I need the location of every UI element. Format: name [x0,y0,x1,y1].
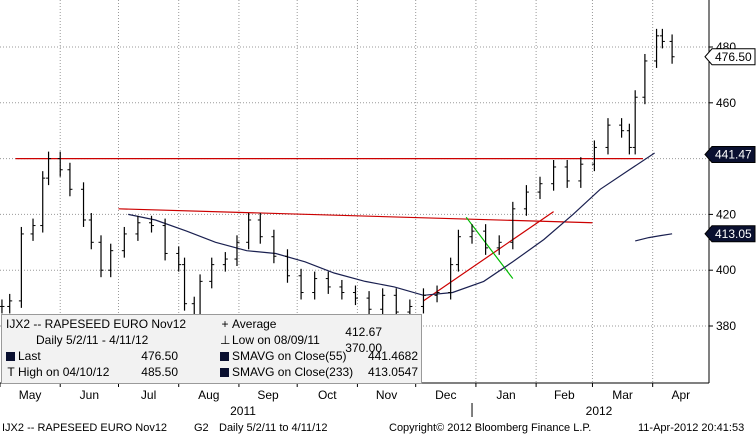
square-icon [220,368,229,377]
price-tag-label: 413.05 [715,227,752,241]
square-icon [220,352,229,361]
legend-high-label: T High on 04/10/12 [7,365,110,379]
trend-line [423,211,554,302]
y-tick-label: 460 [716,96,736,110]
x-tick-label: Feb [554,388,575,402]
legend-sma233-value: 413.0547 [367,365,418,379]
chart-legend: IJX2 -- RAPESEED EURO Nov12 Daily 5/2/11… [1,314,422,384]
price-tag-box [704,48,756,66]
y-tick-label: 400 [716,263,736,277]
year-label: 2011 [230,404,256,418]
x-tick-label: Jan [496,388,515,402]
footer-page: G2 [194,422,209,434]
y-tick-label: 380 [716,319,736,333]
average-marker-icon: + [221,317,229,331]
x-tick-label: Sep [257,388,279,402]
high-marker-icon: T [7,365,15,379]
legend-last-value: 476.50 [141,349,178,363]
trend-lines [15,158,643,302]
price-tag-label: 476.50 [715,50,752,64]
price-tag-box [704,225,756,243]
sma-line [635,233,673,242]
x-tick-label: Jun [80,388,99,402]
year-label: 2012 [586,404,613,418]
legend-sma233-label: SMAVG on Close(233) [220,365,353,380]
chart-footer: IJX2 -- RAPESEED EURO Nov12 G2 Daily 5/2… [0,419,756,436]
price-tag-box [704,145,756,163]
moving-averages [128,152,673,296]
legend-low-label: ⊥ Low on 08/09/11 [220,333,320,347]
price-tag-label: 441.47 [715,147,752,161]
trend-line [465,216,514,279]
legend-high-value: 485.50 [141,365,178,379]
price-tags: 476.50 441.47 413.05 [704,48,756,243]
legend-average-label: + Average [221,317,277,331]
x-tick-label: May [19,388,42,402]
legend-sma55-label: SMAVG on Close(55) [220,349,347,364]
legend-period: Daily 5/2/11 - 4/11/12 [36,333,149,347]
y-tick-label: 420 [716,207,736,221]
sma-line [128,152,655,296]
x-tick-label: Mar [612,388,633,402]
low-marker-icon: ⊥ [220,333,231,347]
legend-average-value: 412.67 [345,325,382,339]
price-bars [0,28,675,342]
footer-range: Daily 5/2/11 to 4/11/12 [219,422,328,434]
x-tick-label: Oct [318,388,337,402]
legend-last-label: Last [6,349,41,364]
legend-low-value: 370.00 [345,341,382,355]
x-tick-label: Jul [141,388,156,402]
x-tick-label: Dec [435,388,456,402]
footer-copyright: Copyright© 2012 Bloomberg Finance L.P. [389,422,592,434]
x-tick-label: Aug [198,388,219,402]
x-tick-label: Nov [376,388,397,402]
footer-ticker: IJX2 -- RAPESEED EURO Nov12 [2,422,168,434]
square-icon [6,352,15,361]
footer-timestamp: 11-Apr-2012 20:41:53 [638,422,745,434]
legend-title: IJX2 -- RAPESEED EURO Nov12 [6,317,187,331]
x-tick-label: Apr [671,388,690,402]
legend-sma55-value: 441.4682 [367,349,418,363]
trend-line [118,208,593,224]
